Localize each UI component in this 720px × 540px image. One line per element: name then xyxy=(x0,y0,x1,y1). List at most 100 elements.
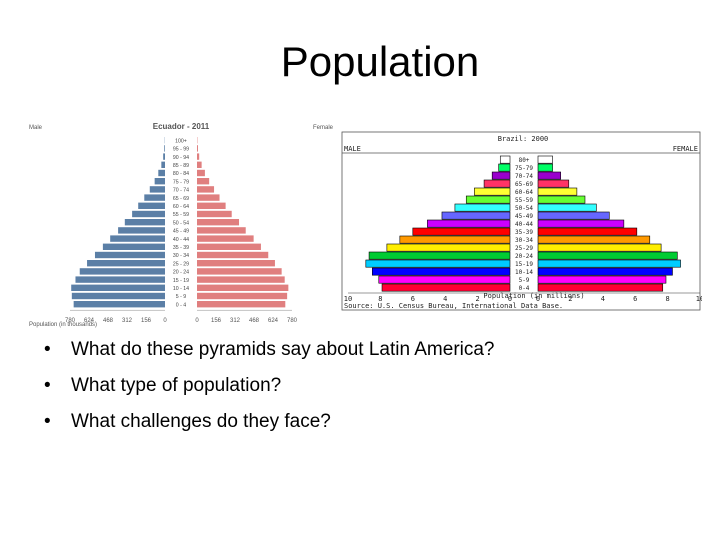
brazil-age-label: 5-9 xyxy=(519,277,530,284)
brazil-female-bar xyxy=(537,243,662,252)
brazil-age-label: 40-44 xyxy=(515,221,533,228)
ecuador-age-label: 45 - 49 xyxy=(173,229,189,235)
ecuador-x-tick-label: 156 xyxy=(141,318,152,324)
ecuador-female-bar xyxy=(197,161,202,168)
brazil-age-label: 45-49 xyxy=(515,213,533,220)
ecuador-female-bar xyxy=(197,251,269,259)
brazil-population-pyramid: Brazil: 2000 MALE FEMALE 0-45-910-1415-1… xyxy=(341,131,702,311)
brazil-female-bar xyxy=(537,203,597,212)
ecuador-age-label: 55 - 59 xyxy=(173,212,189,218)
ecuador-female-bar xyxy=(197,284,289,291)
slide-title: Population xyxy=(280,38,480,85)
ecuador-female-bar xyxy=(197,227,246,234)
ecuador-age-label: 70 - 74 xyxy=(173,188,189,194)
ecuador-male-bar xyxy=(102,243,165,250)
brazil-age-label: 80+ xyxy=(519,157,530,164)
brazil-x-tick-label: 6 xyxy=(411,295,415,303)
ecuador-age-label: 85 - 89 xyxy=(173,163,189,169)
brazil-female-bar xyxy=(537,179,570,188)
bullet-text: What type of population? xyxy=(71,375,282,396)
ecuador-x-tick-label: 780 xyxy=(65,318,76,324)
brazil-female-bar xyxy=(537,283,664,292)
ecuador-female-bar xyxy=(197,219,240,226)
ecuador-age-label: 10 - 14 xyxy=(173,286,189,292)
ecuador-female-bar xyxy=(197,178,210,185)
brazil-x-tick-label: 10 xyxy=(344,295,352,303)
ecuador-x-tick-label: 312 xyxy=(230,318,241,324)
brazil-x-tick-label: 10 xyxy=(696,295,702,303)
brazil-female-bar xyxy=(537,251,678,260)
brazil-female-bar xyxy=(537,171,561,180)
ecuador-male-bar xyxy=(87,260,165,267)
ecuador-x-tick-label: 780 xyxy=(287,318,298,324)
bullet-text: What do these pyramids say about Latin A… xyxy=(71,339,495,360)
discussion-bullet-list: • What do these pyramids say about Latin … xyxy=(44,338,495,446)
ecuador-x-tick-label: 624 xyxy=(268,318,279,324)
brazil-x-tick-label: 6 xyxy=(633,295,637,303)
ecuador-x-tick-label: 468 xyxy=(103,318,114,324)
ecuador-age-label: 100+ xyxy=(175,138,187,144)
ecuador-age-label: 5 - 9 xyxy=(176,294,186,300)
ecuador-male-bar xyxy=(161,161,165,168)
bullet-text: What challenges do they face? xyxy=(71,411,331,432)
brazil-male-bar xyxy=(465,195,511,204)
brazil-male-bar xyxy=(386,243,511,252)
bullet-item: • What do these pyramids say about Latin … xyxy=(44,338,495,374)
ecuador-age-label: 80 - 84 xyxy=(173,171,189,177)
ecuador-age-label: 95 - 99 xyxy=(173,147,189,153)
ecuador-age-label: 0 - 4 xyxy=(176,302,186,308)
brazil-age-label: 60-64 xyxy=(515,189,533,196)
ecuador-x-tick-label: 0 xyxy=(195,318,199,324)
brazil-male-bar xyxy=(498,163,511,172)
ecuador-age-label: 75 - 79 xyxy=(173,179,189,185)
brazil-x-tick-label: 4 xyxy=(601,295,605,303)
brazil-chart-title: Brazil: 2000 xyxy=(498,135,549,143)
brazil-age-label: 35-39 xyxy=(515,229,533,236)
ecuador-male-bar xyxy=(164,145,165,152)
ecuador-male-bar xyxy=(163,153,165,160)
brazil-male-bar xyxy=(399,235,511,244)
brazil-male-bar xyxy=(427,219,511,228)
brazil-x-tick-label: 2 xyxy=(568,295,572,303)
brazil-female-bar xyxy=(537,259,681,268)
ecuador-x-tick-label: 0 xyxy=(163,318,167,324)
brazil-male-bar xyxy=(483,179,511,188)
ecuador-x-tick-label: 468 xyxy=(249,318,260,324)
brazil-male-bar xyxy=(378,275,511,284)
brazil-female-bar xyxy=(537,275,667,284)
brazil-female-bar xyxy=(537,267,673,276)
brazil-female-bar xyxy=(537,187,578,196)
ecuador-male-bar xyxy=(73,301,165,308)
bullet-item: • What challenges do they face? xyxy=(44,410,495,446)
ecuador-female-bar xyxy=(197,276,285,283)
brazil-age-label: 75-79 xyxy=(515,165,533,172)
ecuador-female-bar xyxy=(197,186,215,193)
ecuador-male-bar xyxy=(149,186,165,193)
brazil-male-bar xyxy=(441,211,511,220)
ecuador-female-bar xyxy=(197,301,286,308)
ecuador-female-bar xyxy=(197,145,198,152)
ecuador-male-bar xyxy=(158,169,165,177)
ecuador-x-axis-label: Population (in thousands) xyxy=(29,322,97,328)
ecuador-age-label: 90 - 94 xyxy=(173,155,189,161)
ecuador-male-bar xyxy=(75,276,165,283)
brazil-female-bar xyxy=(537,235,651,244)
ecuador-male-bar xyxy=(144,194,165,201)
ecuador-female-bar xyxy=(197,169,205,177)
brazil-female-bar xyxy=(537,155,553,164)
brazil-male-bar xyxy=(454,203,511,212)
brazil-x-tick-label: 2 xyxy=(475,295,479,303)
ecuador-age-label: 20 - 24 xyxy=(173,270,189,276)
ecuador-female-bar xyxy=(197,210,232,218)
ecuador-age-label: 35 - 39 xyxy=(173,245,189,251)
brazil-female-bar xyxy=(537,163,553,172)
ecuador-female-bar xyxy=(197,243,261,250)
brazil-female-label: FEMALE xyxy=(673,145,698,153)
brazil-male-bar xyxy=(474,187,511,196)
ecuador-male-bar xyxy=(110,235,165,242)
ecuador-age-label: 25 - 29 xyxy=(173,261,189,267)
brazil-x-tick-label: 8 xyxy=(378,295,382,303)
brazil-male-label: MALE xyxy=(344,145,361,153)
ecuador-age-label: 60 - 64 xyxy=(173,204,189,210)
brazil-male-bar xyxy=(365,259,511,268)
